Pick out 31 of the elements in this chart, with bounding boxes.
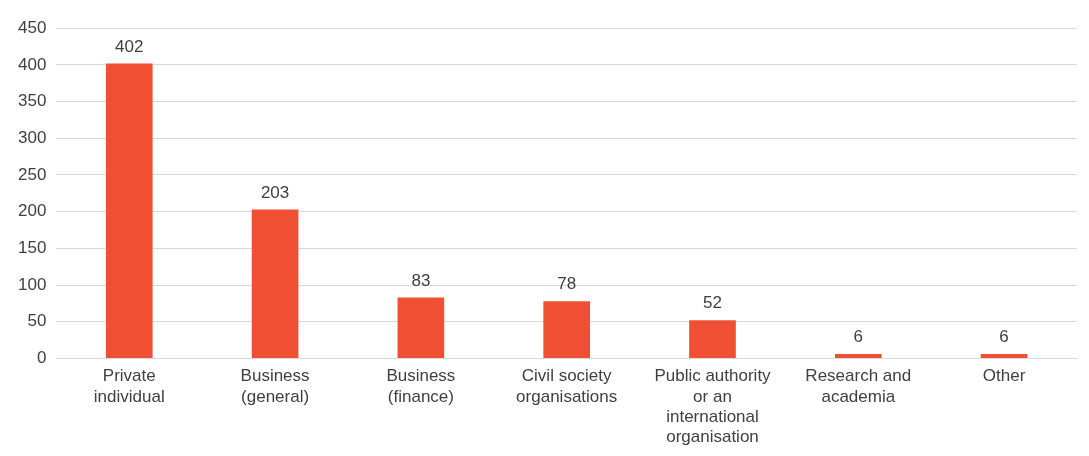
bar xyxy=(397,297,445,358)
data-label: 52 xyxy=(703,293,722,313)
y-tick-label: 50 xyxy=(27,311,47,331)
y-tick-label: 350 xyxy=(17,91,47,111)
x-tick-label: Business (finance) xyxy=(386,366,456,406)
data-label: 83 xyxy=(411,270,431,290)
data-label: 6 xyxy=(853,327,864,347)
y-tick-label: 450 xyxy=(17,17,47,37)
x-tick-label: Civil society organisations xyxy=(516,366,618,406)
x-tick-label: Business (general) xyxy=(240,366,310,406)
bar xyxy=(980,354,1028,358)
bar xyxy=(543,301,591,358)
y-tick-label: 400 xyxy=(17,54,47,74)
y-tick-label: 200 xyxy=(17,201,47,221)
x-tick-label: Research and academia xyxy=(805,366,912,406)
bar xyxy=(251,209,299,358)
y-tick-label: 100 xyxy=(17,274,47,294)
data-label: 78 xyxy=(557,274,577,294)
bar xyxy=(689,320,736,358)
x-tick-label: Private individual xyxy=(93,366,165,406)
x-tick-label: Public authority or an international organisation xyxy=(654,366,772,447)
data-label: 402 xyxy=(115,36,144,56)
y-tick-label: 250 xyxy=(17,164,47,184)
y-tick-label: 150 xyxy=(17,238,47,258)
data-label: 203 xyxy=(260,182,290,202)
data-label: 6 xyxy=(999,327,1009,347)
bar xyxy=(834,354,882,358)
y-tick-label: 300 xyxy=(17,127,47,147)
bar xyxy=(105,63,153,358)
y-tick-label: 0 xyxy=(36,348,47,368)
x-tick-label: Other xyxy=(982,366,1026,386)
